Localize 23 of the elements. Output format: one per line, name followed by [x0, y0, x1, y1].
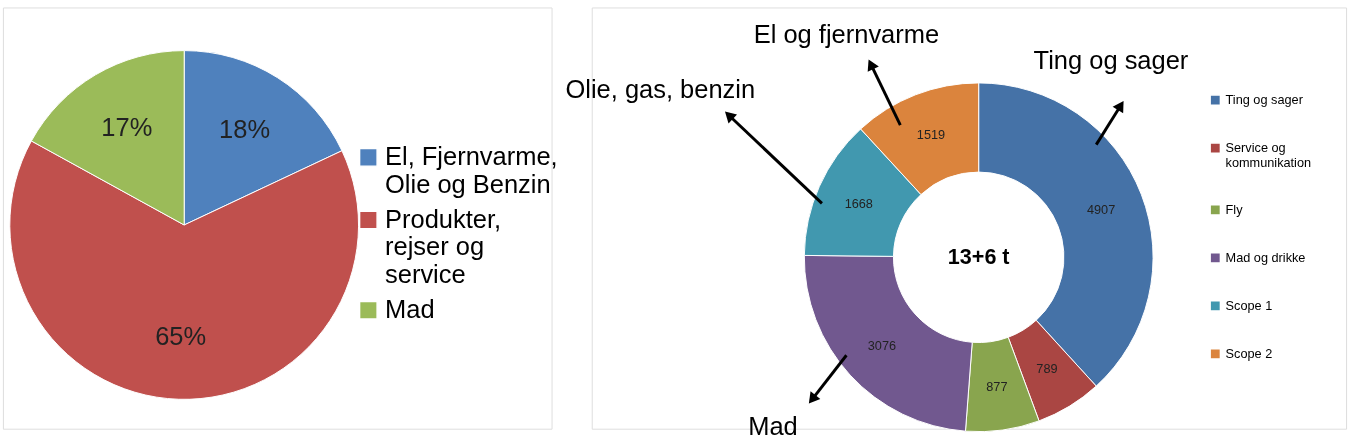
text: 13+6 t — [947, 244, 1010, 270]
data-label: 789 — [1036, 361, 1058, 377]
text: Ting og sager — [1033, 46, 1189, 75]
data-label: 18% — [219, 114, 271, 143]
legend-label: Mad — [385, 295, 435, 324]
legend-label: Mad og drikke — [1225, 249, 1306, 265]
legend-label: El, Fjernvarme, Olie og Benzin — [385, 142, 558, 198]
data-label: 1668 — [844, 195, 873, 211]
data-label: 3076 — [867, 337, 897, 353]
data-label: 877 — [986, 379, 1008, 395]
legend-label: Produkter, rejser og service — [385, 204, 502, 288]
legend-label: Service og kommunikation — [1225, 139, 1312, 170]
data-label: 65% — [155, 322, 207, 351]
data-label: 17% — [101, 112, 153, 141]
data-label: 1519 — [916, 126, 946, 142]
text: Olie, gas, benzin — [565, 74, 756, 103]
legend-label: Scope 1 — [1225, 297, 1273, 313]
data-label: 4907 — [1086, 201, 1116, 217]
text: El og fjernvarme — [753, 19, 940, 48]
legend-label: Scope 2 — [1225, 345, 1273, 361]
text: Mad — [748, 411, 798, 440]
legend-label: Ting og sager — [1225, 91, 1304, 107]
legend-label: Fly — [1225, 201, 1244, 217]
